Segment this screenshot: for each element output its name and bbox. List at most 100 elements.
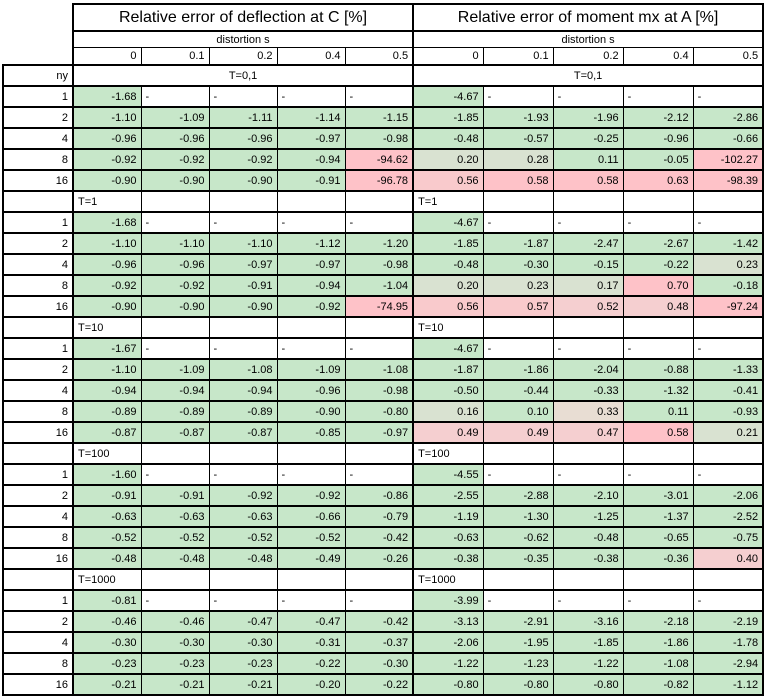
value-cell[interactable]: -0.35 <box>482 547 554 570</box>
value-cell[interactable]: 0.17 <box>552 274 624 297</box>
value-cell[interactable]: -0.26 <box>344 547 414 570</box>
value-cell[interactable]: -1.08 <box>344 358 414 381</box>
value-cell[interactable]: -0.90 <box>140 169 210 192</box>
ny-value[interactable]: 16 <box>2 421 74 444</box>
value-cell[interactable]: -0.92 <box>208 148 278 171</box>
value-cell[interactable]: -0.48 <box>72 547 142 570</box>
value-cell[interactable]: -0.30 <box>482 253 554 276</box>
value-cell[interactable]: -1.85 <box>552 631 624 654</box>
value-cell[interactable]: -1.32 <box>622 379 694 402</box>
ny-value[interactable]: 8 <box>2 652 74 675</box>
ny-value[interactable]: 1 <box>2 211 74 234</box>
value-cell[interactable]: -0.63 <box>208 505 278 528</box>
dash-cell[interactable]: - <box>276 85 346 108</box>
value-cell[interactable]: -1.25 <box>552 505 624 528</box>
ny-value[interactable]: 2 <box>2 484 74 507</box>
value-cell[interactable]: -0.89 <box>72 400 142 423</box>
value-cell[interactable]: -0.91 <box>208 274 278 297</box>
value-cell[interactable]: 0.58 <box>552 169 624 192</box>
value-cell[interactable]: -1.12 <box>276 232 346 255</box>
value-cell[interactable]: 0.16 <box>412 400 484 423</box>
dash-cell[interactable]: - <box>692 463 765 486</box>
dash-cell[interactable]: - <box>692 589 765 612</box>
value-cell[interactable]: -1.93 <box>482 106 554 129</box>
value-cell[interactable]: -0.97 <box>344 421 414 444</box>
value-cell[interactable]: 0.10 <box>482 400 554 423</box>
value-cell[interactable]: -98.39 <box>692 169 765 192</box>
ny-value[interactable]: 8 <box>2 400 74 423</box>
value-cell[interactable]: -0.98 <box>344 253 414 276</box>
value-cell[interactable]: -3.13 <box>412 610 484 633</box>
dash-cell[interactable]: - <box>208 463 278 486</box>
ny-value[interactable]: 2 <box>2 610 74 633</box>
value-cell[interactable]: -0.21 <box>140 673 210 696</box>
value-cell[interactable]: -0.42 <box>344 526 414 549</box>
value-cell[interactable]: -0.90 <box>208 169 278 192</box>
value-cell[interactable]: -1.78 <box>692 631 765 654</box>
dash-cell[interactable]: - <box>208 589 278 612</box>
value-cell[interactable]: -0.37 <box>344 631 414 654</box>
value-cell[interactable]: -0.96 <box>140 253 210 276</box>
ny-value[interactable]: 1 <box>2 589 74 612</box>
value-cell[interactable]: -0.93 <box>692 400 765 423</box>
value-cell[interactable]: -1.60 <box>72 463 142 486</box>
dash-cell[interactable]: - <box>622 589 694 612</box>
value-cell[interactable]: -0.85 <box>276 421 346 444</box>
value-cell[interactable]: 0.63 <box>622 169 694 192</box>
value-cell[interactable]: -3.01 <box>622 484 694 507</box>
value-cell[interactable]: -0.87 <box>140 421 210 444</box>
value-cell[interactable]: -0.22 <box>622 253 694 276</box>
value-cell[interactable]: -1.09 <box>276 358 346 381</box>
dash-cell[interactable]: - <box>276 463 346 486</box>
value-cell[interactable]: -0.90 <box>72 169 142 192</box>
value-cell[interactable]: -2.10 <box>552 484 624 507</box>
value-cell[interactable]: -1.96 <box>552 106 624 129</box>
value-cell[interactable]: -0.82 <box>622 673 694 696</box>
value-cell[interactable]: -1.95 <box>482 631 554 654</box>
value-cell[interactable]: 0.40 <box>692 547 765 570</box>
value-cell[interactable]: -0.48 <box>552 526 624 549</box>
dash-cell[interactable]: - <box>692 211 765 234</box>
value-cell[interactable]: -0.05 <box>622 148 694 171</box>
value-cell[interactable]: -0.38 <box>552 547 624 570</box>
value-cell[interactable]: -0.94 <box>140 379 210 402</box>
dash-cell[interactable]: - <box>140 211 210 234</box>
value-cell[interactable]: -0.49 <box>276 547 346 570</box>
value-cell[interactable]: 0.70 <box>622 274 694 297</box>
value-cell[interactable]: -1.87 <box>482 232 554 255</box>
value-cell[interactable]: -2.06 <box>412 631 484 654</box>
dash-cell[interactable]: - <box>208 337 278 360</box>
value-cell[interactable]: -0.22 <box>344 673 414 696</box>
value-cell[interactable]: -0.75 <box>692 526 765 549</box>
value-cell[interactable]: -2.55 <box>412 484 484 507</box>
dash-cell[interactable]: - <box>208 211 278 234</box>
value-cell[interactable]: -0.80 <box>344 400 414 423</box>
value-cell[interactable]: -1.04 <box>344 274 414 297</box>
value-cell[interactable]: -0.92 <box>72 274 142 297</box>
value-cell[interactable]: -0.80 <box>482 673 554 696</box>
ny-value[interactable]: 2 <box>2 232 74 255</box>
value-cell[interactable]: -0.80 <box>552 673 624 696</box>
value-cell[interactable]: -3.99 <box>412 589 484 612</box>
ny-value[interactable]: 4 <box>2 127 74 150</box>
value-cell[interactable]: -74.95 <box>344 295 414 318</box>
ny-value[interactable]: 8 <box>2 526 74 549</box>
value-cell[interactable]: -0.30 <box>208 631 278 654</box>
value-cell[interactable]: -0.80 <box>412 673 484 696</box>
value-cell[interactable]: -0.98 <box>344 127 414 150</box>
value-cell[interactable]: -2.88 <box>482 484 554 507</box>
value-cell[interactable]: -0.90 <box>208 295 278 318</box>
value-cell[interactable]: -2.19 <box>692 610 765 633</box>
value-cell[interactable]: -0.31 <box>276 631 346 654</box>
value-cell[interactable]: -0.22 <box>276 652 346 675</box>
value-cell[interactable]: -0.92 <box>140 274 210 297</box>
ny-value[interactable]: 16 <box>2 169 74 192</box>
value-cell[interactable]: -0.46 <box>140 610 210 633</box>
value-cell[interactable]: -2.67 <box>622 232 694 255</box>
value-cell[interactable]: -1.37 <box>622 505 694 528</box>
value-cell[interactable]: -2.47 <box>552 232 624 255</box>
value-cell[interactable]: -0.47 <box>276 610 346 633</box>
dash-cell[interactable]: - <box>276 589 346 612</box>
value-cell[interactable]: -1.11 <box>208 106 278 129</box>
value-cell[interactable]: -1.33 <box>692 358 765 381</box>
